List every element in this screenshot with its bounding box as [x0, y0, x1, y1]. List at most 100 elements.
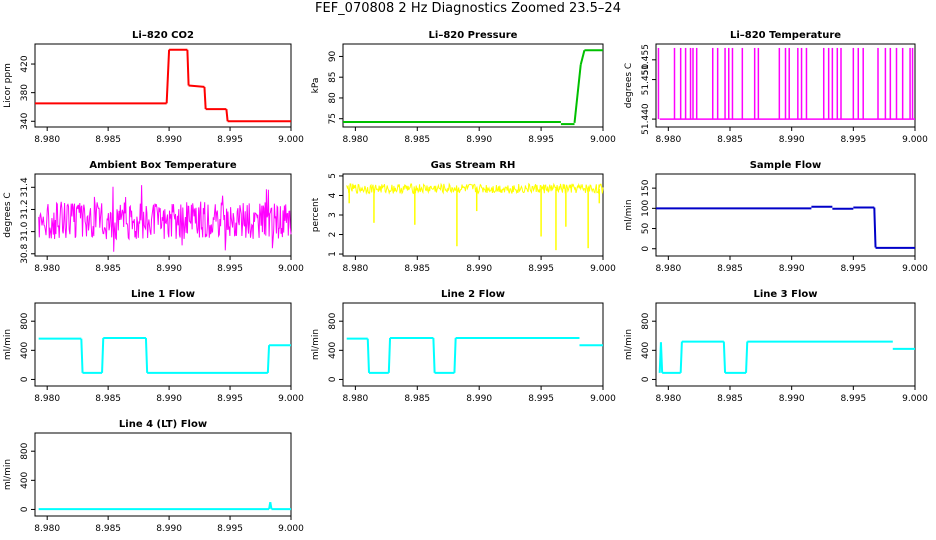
y-tick-label: 2 [328, 232, 338, 238]
series-segment [188, 84, 205, 88]
x-tick-label: 8.995 [217, 135, 243, 145]
x-tick-label: 8.980 [655, 135, 681, 145]
x-tick-label: 9.000 [278, 264, 304, 274]
panel-4: Gas Stream RH percent 8.980 8.985 8.990 8.995… [311, 160, 616, 274]
plot-frame [34, 432, 292, 517]
y-tick-label: 400 [20, 341, 30, 358]
series-segment [722, 341, 727, 373]
x-tick-label: 8.985 [404, 394, 430, 404]
x-tick-label: 8.995 [840, 135, 866, 145]
x-tick-label: 8.995 [528, 135, 554, 145]
panel-title: Line 2 Flow [441, 289, 505, 300]
x-tick-label: 8.985 [95, 394, 121, 404]
y-axis-label: degrees C [624, 63, 634, 108]
x-tick-label: 8.980 [34, 264, 60, 274]
panel-title: Line 1 Flow [131, 289, 195, 300]
plot-frame [655, 43, 916, 128]
x-tick-label: 9.000 [278, 524, 304, 534]
x-tick-label: 8.980 [34, 524, 60, 534]
x-tick-label: 8.995 [840, 394, 866, 404]
x-tick-label: 8.990 [466, 135, 492, 145]
y-tick-label: 31.4 [20, 177, 30, 197]
y-tick-label: 5 [328, 173, 338, 179]
series-segment [101, 337, 105, 373]
x-tick-label: 8.990 [466, 394, 492, 404]
plot-frame [655, 302, 916, 387]
y-tick-label: 400 [20, 471, 30, 488]
y-tick-label: 800 [20, 312, 30, 329]
y-axis-label: ml/min [311, 329, 321, 360]
panel-0: Li–820 CO2 Licor ppm 8.980 8.985 8.990 8.995 9… [3, 30, 304, 145]
x-tick-label: 8.985 [95, 264, 121, 274]
x-tick-label: 8.980 [342, 264, 368, 274]
panel-9: Line 4 (LT) Flow ml/min 8.980 8.985 8.990 8.9… [3, 419, 304, 534]
y-tick-label: 4 [328, 192, 338, 198]
y-tick-label: 420 [20, 55, 30, 72]
x-tick-label: 8.985 [717, 394, 743, 404]
panel-title: Line 4 (LT) Flow [119, 419, 207, 430]
x-tick-label: 8.995 [217, 524, 243, 534]
series-segment [873, 207, 877, 248]
y-tick-label: 31.0 [20, 221, 30, 241]
y-axis-label: ml/min [624, 199, 634, 230]
y-tick-label: 150 [641, 179, 651, 196]
x-tick-label: 8.990 [779, 135, 805, 145]
y-tick-label: 50 [641, 223, 651, 235]
y-tick-label: 90 [328, 50, 338, 62]
y-axis-label: ml/min [3, 459, 13, 490]
panel-title: Sample Flow [750, 160, 822, 171]
x-tick-label: 9.000 [590, 264, 616, 274]
panel-3: Ambient Box Temperature degrees C 8.980 8.9… [3, 160, 304, 274]
x-tick-label: 9.000 [278, 394, 304, 404]
series-noise [38, 185, 292, 252]
figure-title: FEF_070808 2 Hz Diagnostics Zoomed 23.5–… [315, 1, 621, 16]
x-tick-label: 8.990 [779, 394, 805, 404]
panel-2: Li–820 Temperature degrees C 8.980 8.985 8.9… [624, 30, 928, 145]
y-tick-label: 30.8 [20, 243, 30, 263]
series-segment [387, 337, 392, 373]
x-tick-label: 8.980 [655, 394, 681, 404]
y-axis-label: ml/min [3, 329, 13, 360]
x-tick-label: 8.990 [156, 135, 182, 145]
y-axis-label: percent [311, 197, 321, 232]
x-tick-label: 8.990 [156, 524, 182, 534]
y-tick-label: 51.440 [641, 103, 651, 135]
x-tick-label: 8.990 [466, 264, 492, 274]
x-tick-label: 8.995 [528, 394, 554, 404]
x-tick-label: 8.995 [217, 394, 243, 404]
x-tick-label: 8.985 [717, 264, 743, 274]
plot-frame [342, 43, 604, 128]
x-tick-label: 9.000 [902, 135, 928, 145]
y-tick-label: 0 [20, 376, 30, 382]
x-tick-label: 8.980 [342, 135, 368, 145]
series-segment [165, 49, 171, 104]
series-noise [346, 182, 604, 195]
y-tick-label: 0 [641, 246, 651, 252]
y-tick-label: 80 [328, 92, 338, 104]
y-axis-label: Licor ppm [3, 63, 13, 108]
y-tick-label: 1 [328, 251, 338, 257]
panel-8: Line 3 Flow ml/min 8.980 8.985 8.990 8.995 9.0… [624, 289, 928, 404]
y-tick-label: 800 [328, 312, 338, 329]
y-tick-label: 400 [641, 341, 651, 358]
y-tick-label: 51.455 [641, 44, 651, 76]
y-axis-label: degrees C [3, 192, 13, 237]
panel-title: Li–820 CO2 [132, 30, 194, 41]
x-tick-label: 9.000 [278, 135, 304, 145]
y-axis-label: ml/min [624, 329, 634, 360]
panel-title: Line 3 Flow [754, 289, 818, 300]
y-tick-label: 3 [328, 212, 338, 218]
x-tick-label: 8.990 [156, 394, 182, 404]
series-segment [579, 49, 586, 65]
panel-title: Li–820 Temperature [730, 30, 841, 41]
x-tick-label: 8.985 [95, 524, 121, 534]
y-tick-label: 400 [328, 341, 338, 358]
panel-title: Ambient Box Temperature [89, 160, 236, 171]
series-segment [144, 337, 149, 373]
y-tick-label: 340 [20, 112, 30, 129]
panel-7: Line 2 Flow ml/min 8.980 8.985 8.990 8.995 9.0… [311, 289, 616, 404]
series-segment [266, 345, 271, 373]
series-segment [659, 342, 664, 373]
